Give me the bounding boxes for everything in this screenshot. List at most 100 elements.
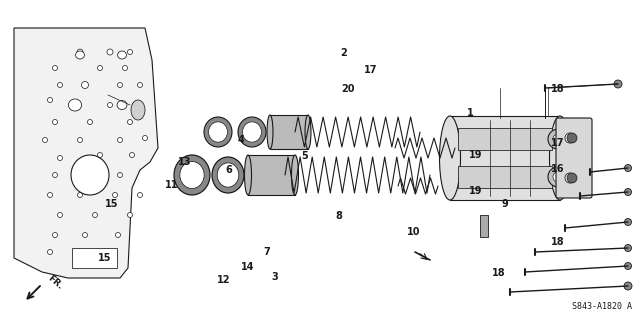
Ellipse shape bbox=[58, 83, 63, 87]
Ellipse shape bbox=[291, 155, 298, 195]
Bar bbox=[480, 215, 488, 237]
Text: 15: 15 bbox=[105, 199, 119, 209]
Ellipse shape bbox=[113, 192, 118, 197]
Circle shape bbox=[614, 80, 622, 88]
Ellipse shape bbox=[204, 117, 232, 147]
Text: 4: 4 bbox=[237, 135, 244, 145]
Circle shape bbox=[625, 189, 632, 196]
Text: 7: 7 bbox=[264, 247, 270, 257]
Ellipse shape bbox=[122, 65, 127, 70]
Bar bbox=[458, 128, 552, 150]
Circle shape bbox=[625, 165, 632, 172]
Ellipse shape bbox=[127, 49, 132, 55]
Text: 3: 3 bbox=[271, 272, 278, 282]
Ellipse shape bbox=[565, 133, 575, 143]
Text: 18: 18 bbox=[492, 268, 506, 278]
Ellipse shape bbox=[553, 134, 563, 144]
Ellipse shape bbox=[118, 51, 127, 59]
Ellipse shape bbox=[47, 249, 52, 255]
Ellipse shape bbox=[118, 173, 122, 177]
Text: 17: 17 bbox=[551, 138, 564, 148]
Ellipse shape bbox=[127, 212, 132, 218]
Ellipse shape bbox=[77, 49, 83, 55]
Circle shape bbox=[625, 219, 632, 226]
Ellipse shape bbox=[212, 157, 244, 193]
Text: 1: 1 bbox=[467, 108, 474, 118]
Text: 16: 16 bbox=[551, 164, 564, 174]
Ellipse shape bbox=[138, 192, 143, 197]
Text: FR.: FR. bbox=[46, 273, 65, 291]
Ellipse shape bbox=[52, 233, 58, 238]
Ellipse shape bbox=[88, 120, 93, 124]
Ellipse shape bbox=[72, 102, 77, 108]
Bar bbox=[270, 115, 308, 149]
Text: 5: 5 bbox=[301, 151, 308, 161]
Ellipse shape bbox=[52, 65, 58, 70]
Ellipse shape bbox=[107, 49, 113, 55]
Polygon shape bbox=[14, 28, 158, 278]
Text: 11: 11 bbox=[165, 180, 179, 190]
Text: 20: 20 bbox=[341, 84, 355, 94]
Ellipse shape bbox=[97, 152, 102, 158]
Ellipse shape bbox=[131, 100, 145, 120]
Text: 8: 8 bbox=[335, 211, 342, 221]
Text: 9: 9 bbox=[502, 199, 508, 209]
Ellipse shape bbox=[58, 155, 63, 160]
Ellipse shape bbox=[118, 137, 122, 143]
Ellipse shape bbox=[93, 212, 97, 218]
Ellipse shape bbox=[58, 212, 63, 218]
Text: 15: 15 bbox=[99, 253, 112, 263]
Ellipse shape bbox=[83, 233, 88, 238]
Ellipse shape bbox=[209, 122, 227, 142]
Ellipse shape bbox=[42, 137, 47, 143]
Text: 19: 19 bbox=[469, 150, 483, 160]
Ellipse shape bbox=[305, 115, 311, 149]
Ellipse shape bbox=[565, 173, 575, 183]
Ellipse shape bbox=[127, 120, 132, 124]
Ellipse shape bbox=[71, 155, 109, 195]
Text: 10: 10 bbox=[407, 227, 420, 237]
Ellipse shape bbox=[108, 102, 113, 108]
Text: 18: 18 bbox=[551, 84, 565, 94]
Ellipse shape bbox=[217, 163, 239, 187]
Ellipse shape bbox=[68, 99, 82, 111]
Text: 13: 13 bbox=[179, 157, 192, 167]
Ellipse shape bbox=[117, 100, 127, 109]
FancyBboxPatch shape bbox=[556, 118, 592, 198]
Ellipse shape bbox=[52, 120, 58, 124]
Bar bbox=[450, 116, 560, 200]
Ellipse shape bbox=[550, 116, 570, 200]
Text: 19: 19 bbox=[469, 186, 483, 196]
Ellipse shape bbox=[77, 192, 83, 197]
Ellipse shape bbox=[174, 155, 210, 195]
Ellipse shape bbox=[52, 173, 58, 177]
Ellipse shape bbox=[83, 173, 88, 177]
Text: 2: 2 bbox=[340, 48, 348, 58]
Text: 17: 17 bbox=[364, 65, 378, 75]
Text: 6: 6 bbox=[226, 165, 232, 175]
Ellipse shape bbox=[97, 65, 102, 70]
Text: 14: 14 bbox=[241, 262, 255, 272]
Ellipse shape bbox=[553, 172, 563, 182]
Bar bbox=[248, 155, 295, 195]
Bar bbox=[458, 166, 552, 188]
Ellipse shape bbox=[77, 137, 83, 143]
Ellipse shape bbox=[440, 116, 461, 200]
Circle shape bbox=[567, 133, 577, 143]
Ellipse shape bbox=[47, 192, 52, 197]
Text: 18: 18 bbox=[551, 237, 565, 247]
Ellipse shape bbox=[243, 122, 262, 142]
Ellipse shape bbox=[129, 152, 134, 158]
Circle shape bbox=[625, 263, 632, 270]
Ellipse shape bbox=[267, 115, 273, 149]
Ellipse shape bbox=[47, 98, 52, 102]
Circle shape bbox=[624, 282, 632, 290]
Ellipse shape bbox=[81, 81, 88, 88]
Ellipse shape bbox=[180, 161, 204, 189]
Ellipse shape bbox=[138, 83, 143, 87]
Ellipse shape bbox=[238, 117, 266, 147]
Bar bbox=[72, 248, 117, 268]
Ellipse shape bbox=[76, 51, 84, 59]
Ellipse shape bbox=[548, 129, 568, 149]
Ellipse shape bbox=[97, 249, 102, 255]
